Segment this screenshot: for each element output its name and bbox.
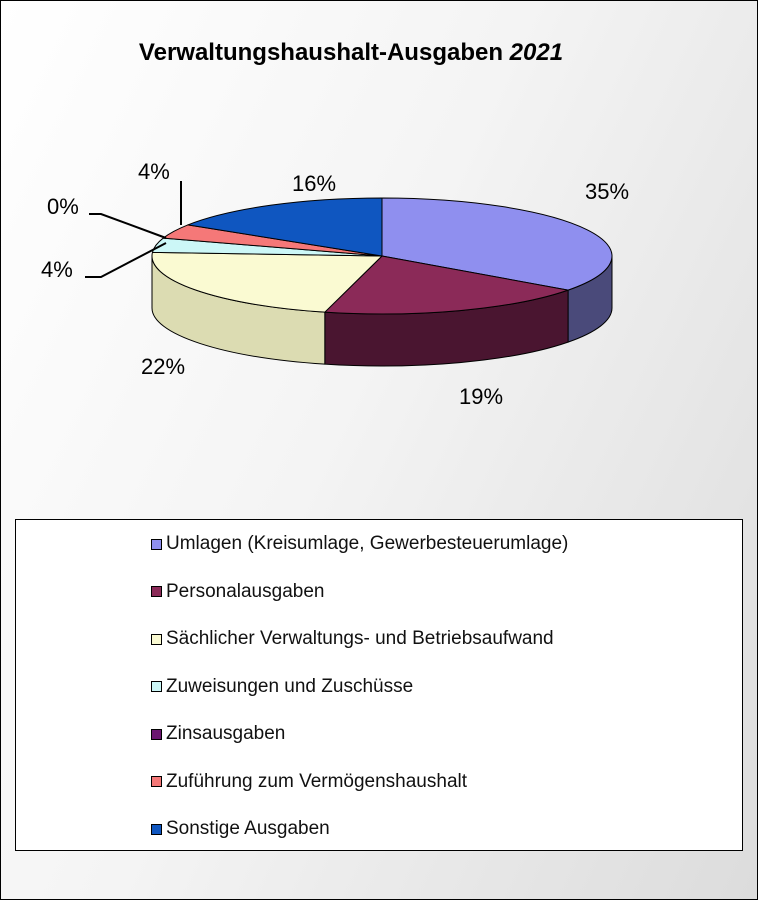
data-label-0: 35%	[585, 179, 629, 204]
legend: Umlagen (Kreisumlage, Gewerbesteuerumlag…	[15, 519, 743, 851]
data-label-5: 4%	[138, 159, 170, 184]
pie-slice-2	[151, 251, 383, 313]
legend-item-3: Zuweisungen und Zuschüsse	[151, 675, 413, 699]
legend-label-5: Zuführung zum Vermögenshaushalt	[166, 770, 468, 792]
legend-swatch-2	[151, 633, 162, 645]
legend-label-6: Sonstige Ausgaben	[166, 818, 330, 839]
pie-labels: 35% 19% 22% 4% 0% 4% 16%	[41, 159, 629, 409]
pie-tops	[151, 197, 613, 315]
data-label-6: 16%	[292, 171, 336, 196]
leader-line-4	[89, 213, 167, 239]
pie-slice-0	[381, 197, 613, 291]
legend-label-4: Zinsausgaben	[166, 723, 286, 744]
legend-item-4: Zinsausgaben	[151, 722, 285, 746]
legend-item-5: Zuführung zum Vermögenshaushalt	[151, 770, 467, 794]
legend-item-2: Sächlicher Verwaltungs- und Betriebsaufw…	[151, 627, 554, 651]
legend-swatch-3	[151, 681, 162, 692]
chart-title-text: Verwaltungshaushalt-Ausgaben	[138, 39, 503, 66]
pie-slice-6	[187, 197, 383, 257]
legend-swatch-5	[151, 776, 162, 787]
legend-swatch-0	[151, 538, 162, 550]
legend-swatch-6	[151, 823, 162, 835]
pie-sides	[151, 255, 613, 367]
legend-swatch-1	[151, 586, 162, 597]
chart-title-year: 2021	[509, 39, 564, 66]
data-label-4: 0%	[47, 194, 79, 219]
leader-line-3	[85, 242, 167, 278]
legend-swatch-4	[151, 728, 162, 740]
legend-item-1: Personalausgaben	[151, 580, 324, 604]
legend-label-1: Personalausgaben	[166, 580, 325, 602]
chart-title: Verwaltungshaushalt-Ausgaben 2021	[1, 39, 701, 67]
legend-label-2: Sächlicher Verwaltungs- und Betriebsaufw…	[166, 628, 554, 649]
pie-chart: 35% 19% 22% 4% 0% 4% 16%	[41, 159, 629, 409]
legend-item-6: Sonstige Ausgaben	[151, 817, 330, 841]
data-label-3: 4%	[41, 257, 73, 282]
pie-slice-1	[324, 255, 569, 315]
data-label-1: 19%	[459, 384, 503, 409]
data-label-2: 22%	[141, 354, 185, 379]
legend-label-3: Zuweisungen und Zuschüsse	[166, 675, 414, 697]
legend-label-0: Umlagen (Kreisumlage, Gewerbesteuerumlag…	[166, 533, 569, 554]
legend-item-0: Umlagen (Kreisumlage, Gewerbesteuerumlag…	[151, 532, 568, 556]
